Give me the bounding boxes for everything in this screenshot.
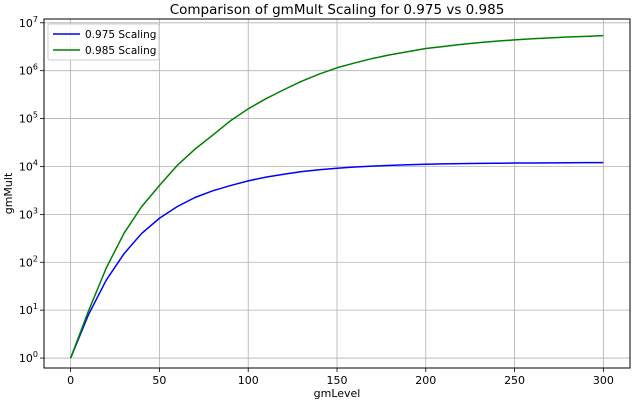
- y-tick-label: 103: [19, 206, 38, 221]
- x-tick-label: 150: [327, 374, 348, 387]
- y-tick-label: 104: [19, 158, 38, 173]
- y-tick-label: 105: [19, 111, 38, 126]
- y-tick-label: 101: [19, 302, 38, 317]
- chart-title: Comparison of gmMult Scaling for 0.975 v…: [170, 2, 505, 18]
- x-tick-label: 250: [504, 374, 525, 387]
- y-tick-label: 102: [19, 254, 38, 269]
- series-line-2: [69, 34, 604, 359]
- axis-ticks: 0 50 100 150 200 250 300 100 101 102 103 104 105 106 1…: [19, 15, 614, 387]
- x-tick-label: 0: [67, 374, 74, 387]
- y-tick-label: 100: [19, 350, 38, 365]
- legend-label-1: 0.975 Scaling: [85, 29, 156, 41]
- x-tick-label: 300: [593, 374, 614, 387]
- series-line-1: [69, 161, 604, 359]
- legend-box: [47, 23, 160, 61]
- x-axis-label: gmLevel: [314, 387, 361, 400]
- x-tick-label: 100: [238, 374, 259, 387]
- x-tick-label: 50: [152, 374, 166, 387]
- y-tick-label: 106: [19, 63, 38, 78]
- legend-label-2: 0.985 Scaling: [85, 45, 156, 57]
- grid: [44, 19, 630, 368]
- x-tick-label: 200: [415, 374, 436, 387]
- y-axis-label: gmMult: [2, 172, 15, 214]
- legend: 0.975 Scaling 0.985 Scaling: [47, 23, 160, 61]
- y-tick-label: 107: [19, 15, 38, 30]
- series-lines: [69, 34, 604, 359]
